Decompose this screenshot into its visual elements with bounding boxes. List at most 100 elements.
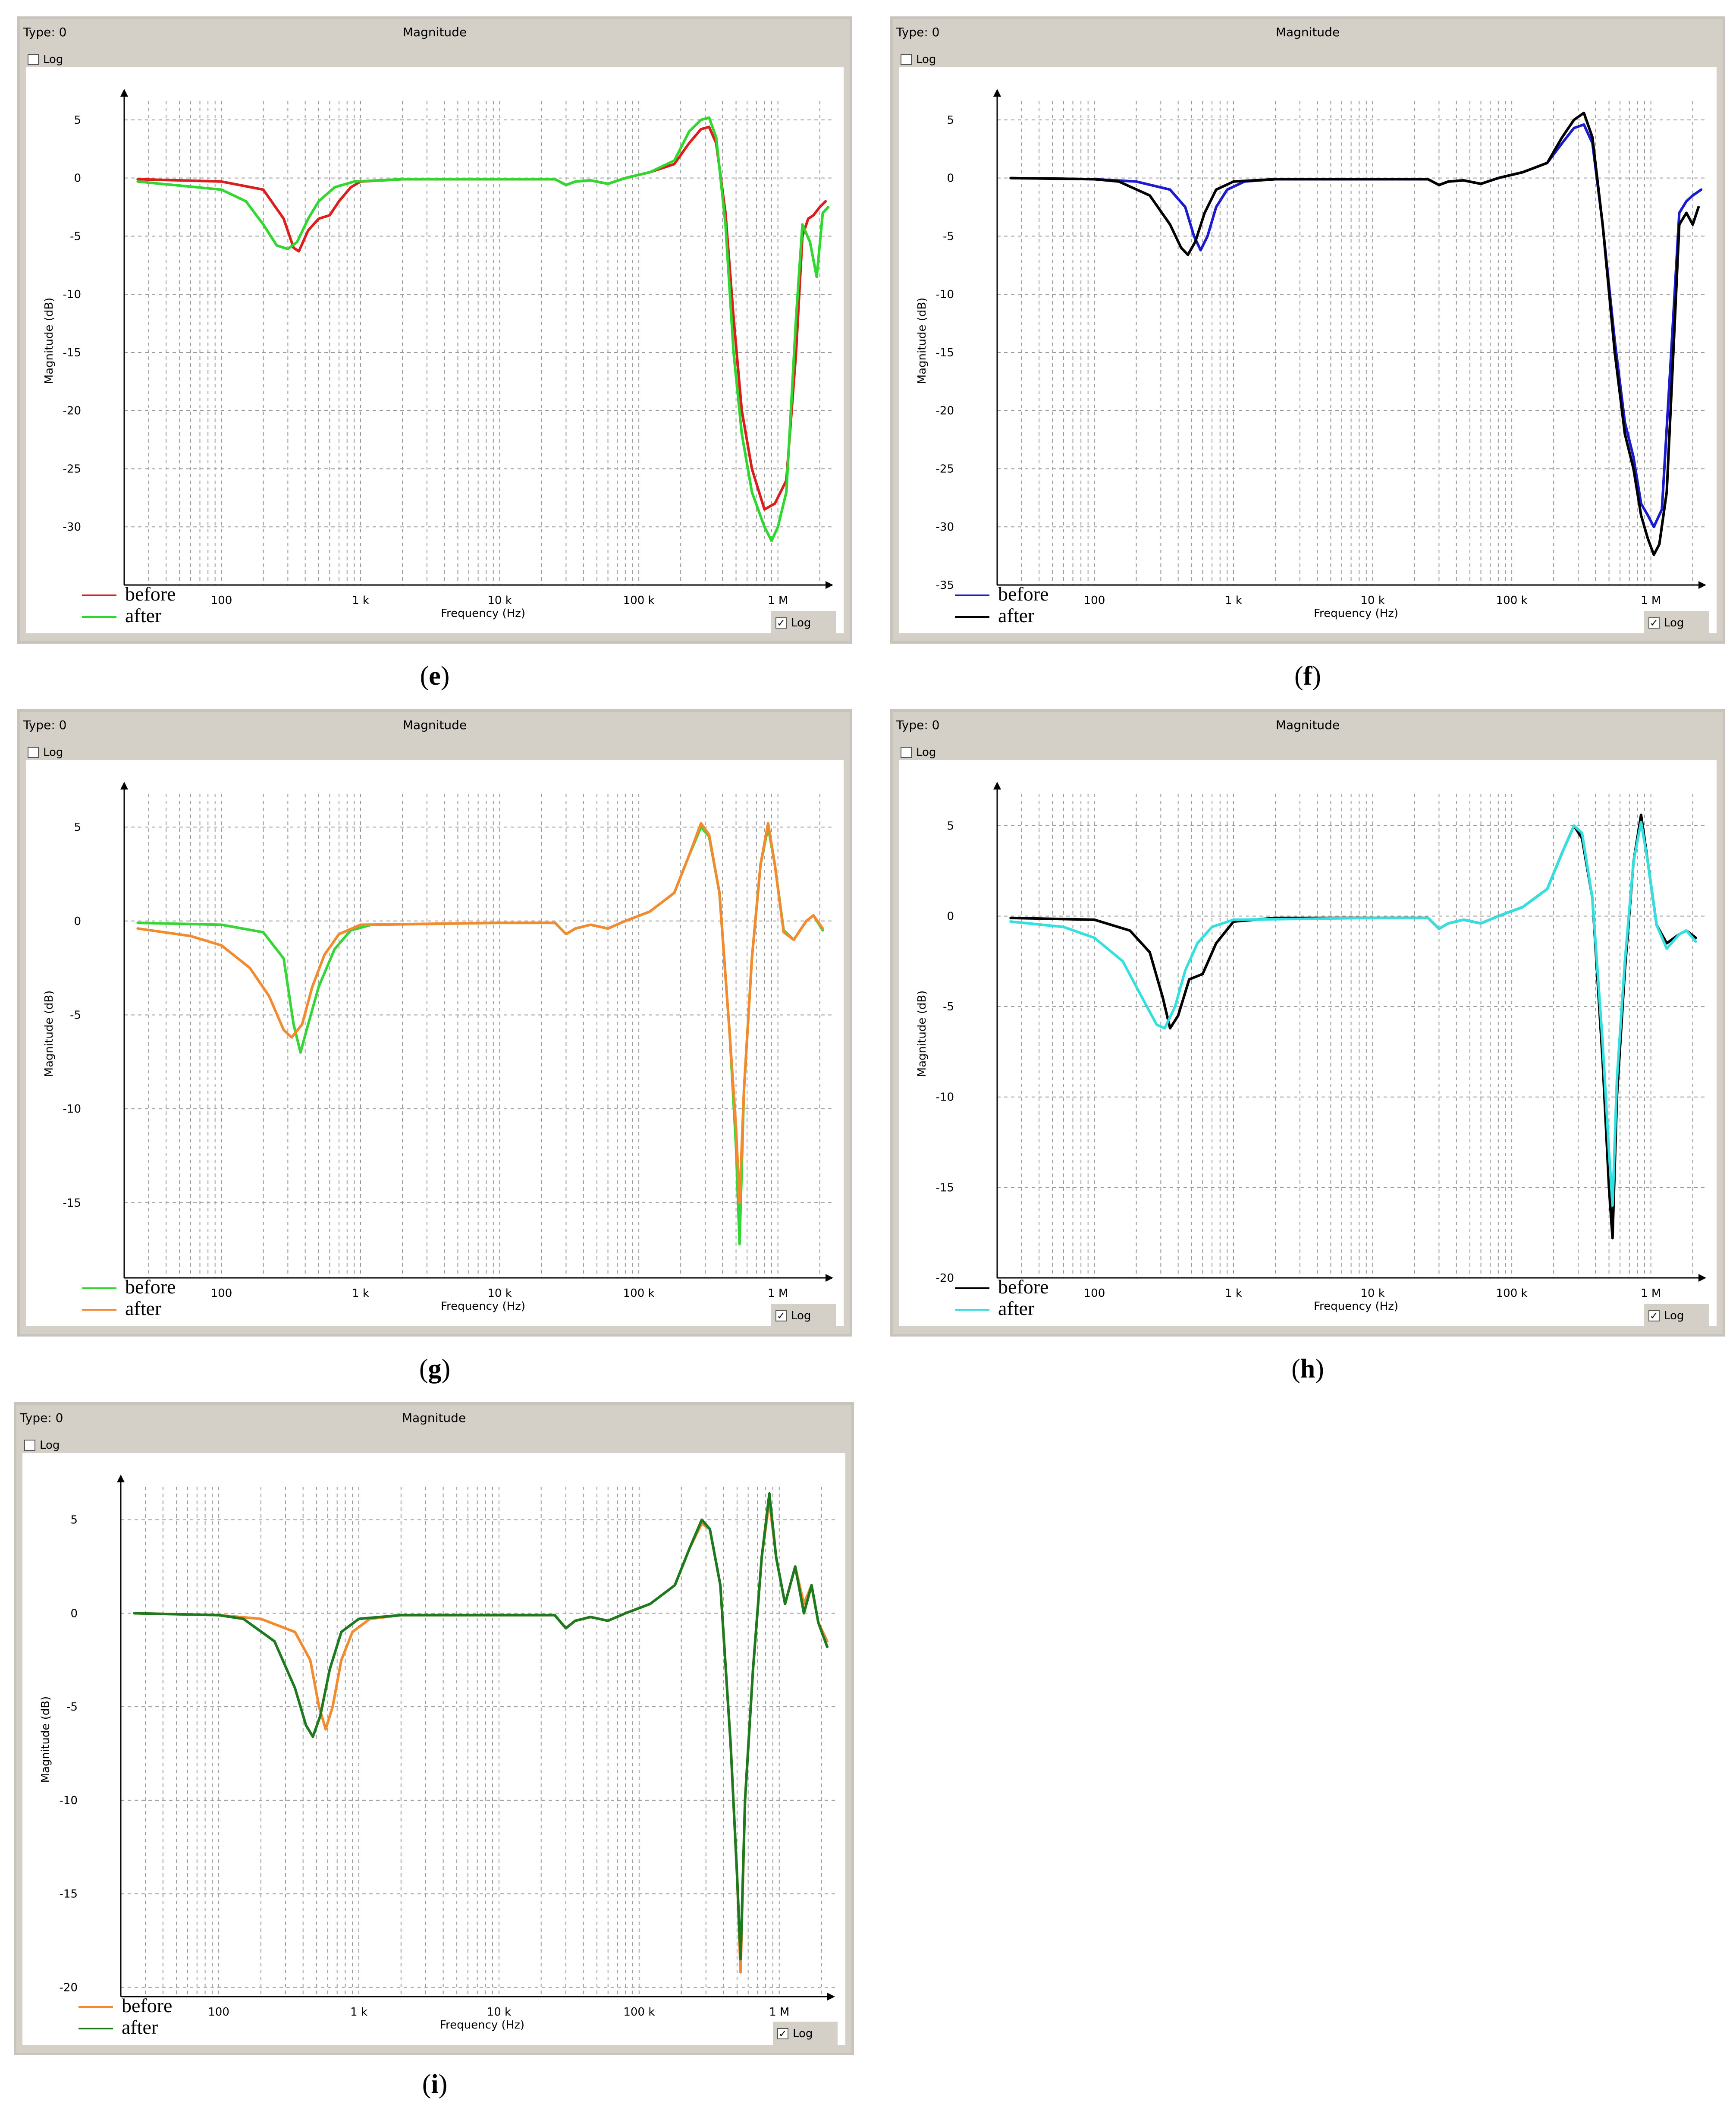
y-tick-label: -15	[936, 1181, 954, 1194]
x-tick-label: 1 M	[1641, 1287, 1661, 1300]
y-tick-label: -20	[936, 1272, 954, 1285]
y-axis-label: Magnitude (dB)	[39, 1696, 52, 1783]
bottom-log-label: Log	[791, 616, 811, 629]
bottom-log-toggle[interactable]: ✓ Log	[1644, 611, 1709, 635]
y-tick-label: 0	[74, 172, 81, 185]
caption-letter: h	[1300, 1354, 1315, 1384]
x-axis-label: Frequency (Hz)	[441, 607, 525, 620]
panel-g: Type: 0 Magnitude Log 5 0 -5 -10 -15 100 1 k 10…	[17, 709, 852, 1337]
bottom-log-toggle[interactable]: ✓ Log	[1644, 1304, 1709, 1328]
y-axis-label: Magnitude (dB)	[916, 991, 929, 1077]
y-axis-arrow	[120, 89, 128, 97]
bottom-log-checkbox[interactable]: ✓	[775, 617, 787, 629]
legend-label-after: after	[998, 1297, 1034, 1319]
y-tick-label: 5	[947, 114, 954, 127]
panel-i: Type: 0 Magnitude Log 5 0 -5 -10 -15 -20 100 1 …	[14, 1402, 854, 2055]
y-tick-label: -20	[936, 405, 954, 418]
panel-h: Type: 0 Magnitude Log 5 0 -5 -10 -15 -20 100 1 …	[890, 709, 1725, 1337]
y-tick-label: -10	[63, 288, 81, 301]
bottom-log-label: Log	[793, 2027, 813, 2040]
x-axis-arrow	[1698, 1274, 1706, 1282]
legend-label-after: after	[998, 604, 1034, 626]
caption-g: (g)	[419, 1354, 451, 1384]
magnitude-chart-f: 5 0 -5 -10 -15 -20 -25 -30 -35 100 1 k 10 k 100 k 1 M…	[916, 89, 1706, 626]
x-tick-label: 1 k	[1225, 594, 1242, 607]
magnitude-chart-i: 5 0 -5 -10 -15 -20 100 1 k 10 k 100 k 1 M Frequency…	[39, 1475, 835, 2038]
x-axis-label: Frequency (Hz)	[441, 1300, 525, 1313]
magnitude-chart-g: 5 0 -5 -10 -15 100 1 k 10 k 100 k 1 M Frequency (H…	[43, 782, 833, 1319]
x-tick-label: 1 k	[350, 2006, 367, 2019]
grid	[997, 794, 1706, 1278]
top-log-label: Log	[916, 53, 936, 66]
x-tick-label: 10 k	[487, 1287, 512, 1300]
type-label: Type: 0	[896, 718, 940, 732]
type-label: Type: 0	[23, 718, 67, 732]
x-tick-label: 100	[211, 594, 232, 607]
y-axis-label: Magnitude (dB)	[43, 298, 56, 384]
legend-label-before: before	[998, 583, 1049, 605]
bottom-log-checkbox[interactable]: ✓	[1648, 617, 1660, 629]
top-log-label: Log	[43, 746, 63, 759]
bottom-log-label: Log	[791, 1309, 811, 1322]
y-tick-label: 5	[74, 114, 81, 127]
grid	[121, 1487, 835, 1997]
top-log-checkbox[interactable]	[901, 747, 912, 758]
series-line-after	[1009, 821, 1697, 1207]
bottom-log-toggle[interactable]: ✓ Log	[773, 2022, 838, 2046]
x-tick-label: 100	[1084, 594, 1105, 607]
x-tick-label: 100 k	[623, 594, 655, 607]
plot-area: 5 0 -5 -10 -15 -20 -25 -30 -35 100 1 k 10 k 100 k 1 M…	[899, 67, 1717, 635]
x-tick-label: 100 k	[623, 1287, 655, 1300]
bottom-log-checkbox[interactable]: ✓	[777, 2028, 788, 2039]
y-tick-label: 5	[70, 1514, 78, 1527]
x-tick-label: 100 k	[1496, 1287, 1528, 1300]
y-tick-label: 0	[947, 910, 954, 923]
y-tick-label: -35	[936, 579, 954, 592]
magnitude-chart-h: 5 0 -5 -10 -15 -20 100 1 k 10 k 100 k 1 M Frequency…	[916, 782, 1706, 1319]
legend-label-before: before	[125, 583, 176, 605]
top-log-checkbox[interactable]	[28, 747, 39, 758]
y-tick-label: -5	[70, 1009, 81, 1022]
y-tick-label: -20	[63, 405, 81, 418]
top-log-checkbox[interactable]	[28, 54, 39, 65]
plot-area: 5 0 -5 -10 -15 -20 -25 -30 100 1 k 10 k 100 k 1 M Fre…	[26, 67, 844, 635]
y-tick-label: -25	[63, 462, 81, 475]
y-tick-label: -15	[936, 346, 954, 359]
top-log-checkbox[interactable]	[901, 54, 912, 65]
plot-area: 5 0 -5 -10 -15 100 1 k 10 k 100 k 1 M Frequency (H…	[26, 760, 844, 1328]
panel-title: Magnitude	[1275, 25, 1340, 39]
panel-title: Magnitude	[402, 1411, 466, 1425]
x-tick-label: 1 M	[769, 2006, 789, 2019]
series-line-after	[136, 822, 824, 1204]
bottom-log-checkbox[interactable]: ✓	[1648, 1310, 1660, 1321]
bottom-log-toggle[interactable]: ✓ Log	[771, 611, 836, 635]
bottom-log-checkbox[interactable]: ✓	[775, 1310, 787, 1321]
panel-title: Magnitude	[1275, 718, 1340, 732]
caption-letter: i	[431, 2070, 439, 2099]
plot-area: 5 0 -5 -10 -15 -20 100 1 k 10 k 100 k 1 M Frequency…	[899, 760, 1717, 1328]
x-axis-label: Frequency (Hz)	[1314, 1300, 1398, 1313]
panel-topbar: Type: 0 Magnitude	[20, 712, 850, 740]
y-tick-label: -15	[63, 1197, 81, 1210]
y-tick-label: -10	[63, 1103, 81, 1116]
bottom-log-toggle[interactable]: ✓ Log	[771, 1304, 836, 1328]
panel-topbar: Type: 0 Magnitude	[20, 19, 850, 47]
caption-f: (f)	[1294, 661, 1321, 691]
x-tick-label: 1 k	[352, 1287, 369, 1300]
y-tick-label: 0	[70, 1607, 78, 1620]
y-tick-label: -5	[943, 230, 954, 243]
y-tick-label: -25	[936, 462, 954, 475]
top-log-label: Log	[43, 53, 63, 66]
series-line-after	[1009, 111, 1700, 556]
x-tick-label: 1 M	[768, 594, 788, 607]
y-tick-label: -15	[60, 1888, 78, 1901]
plot-area: 5 0 -5 -10 -15 -20 100 1 k 10 k 100 k 1 M Frequency…	[22, 1453, 845, 2046]
panel-e: Type: 0 Magnitude Log 5 0 -5 -10 -15 -20 -25 -3…	[17, 16, 852, 644]
y-axis-arrow	[993, 782, 1001, 789]
caption-letter: f	[1303, 661, 1312, 691]
top-log-checkbox[interactable]	[24, 1440, 35, 1451]
x-axis-arrow	[1698, 581, 1706, 589]
panel-title: Magnitude	[402, 718, 467, 732]
y-axis-arrow	[993, 89, 1001, 97]
y-tick-label: -10	[936, 288, 954, 301]
